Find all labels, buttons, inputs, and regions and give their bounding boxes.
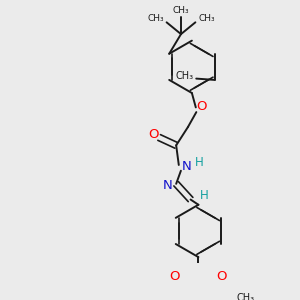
Text: CH₃: CH₃ [236, 293, 254, 300]
Text: O: O [169, 270, 180, 283]
Text: N: N [163, 178, 172, 192]
Text: CH₃: CH₃ [176, 71, 194, 81]
Text: N: N [182, 160, 191, 173]
Text: O: O [149, 128, 159, 141]
Text: H: H [194, 156, 203, 169]
Text: CH₃: CH₃ [173, 6, 189, 15]
Text: H: H [200, 189, 208, 202]
Text: CH₃: CH₃ [198, 14, 214, 23]
Text: O: O [196, 100, 207, 112]
Text: CH₃: CH₃ [147, 14, 164, 23]
Text: O: O [216, 270, 226, 283]
